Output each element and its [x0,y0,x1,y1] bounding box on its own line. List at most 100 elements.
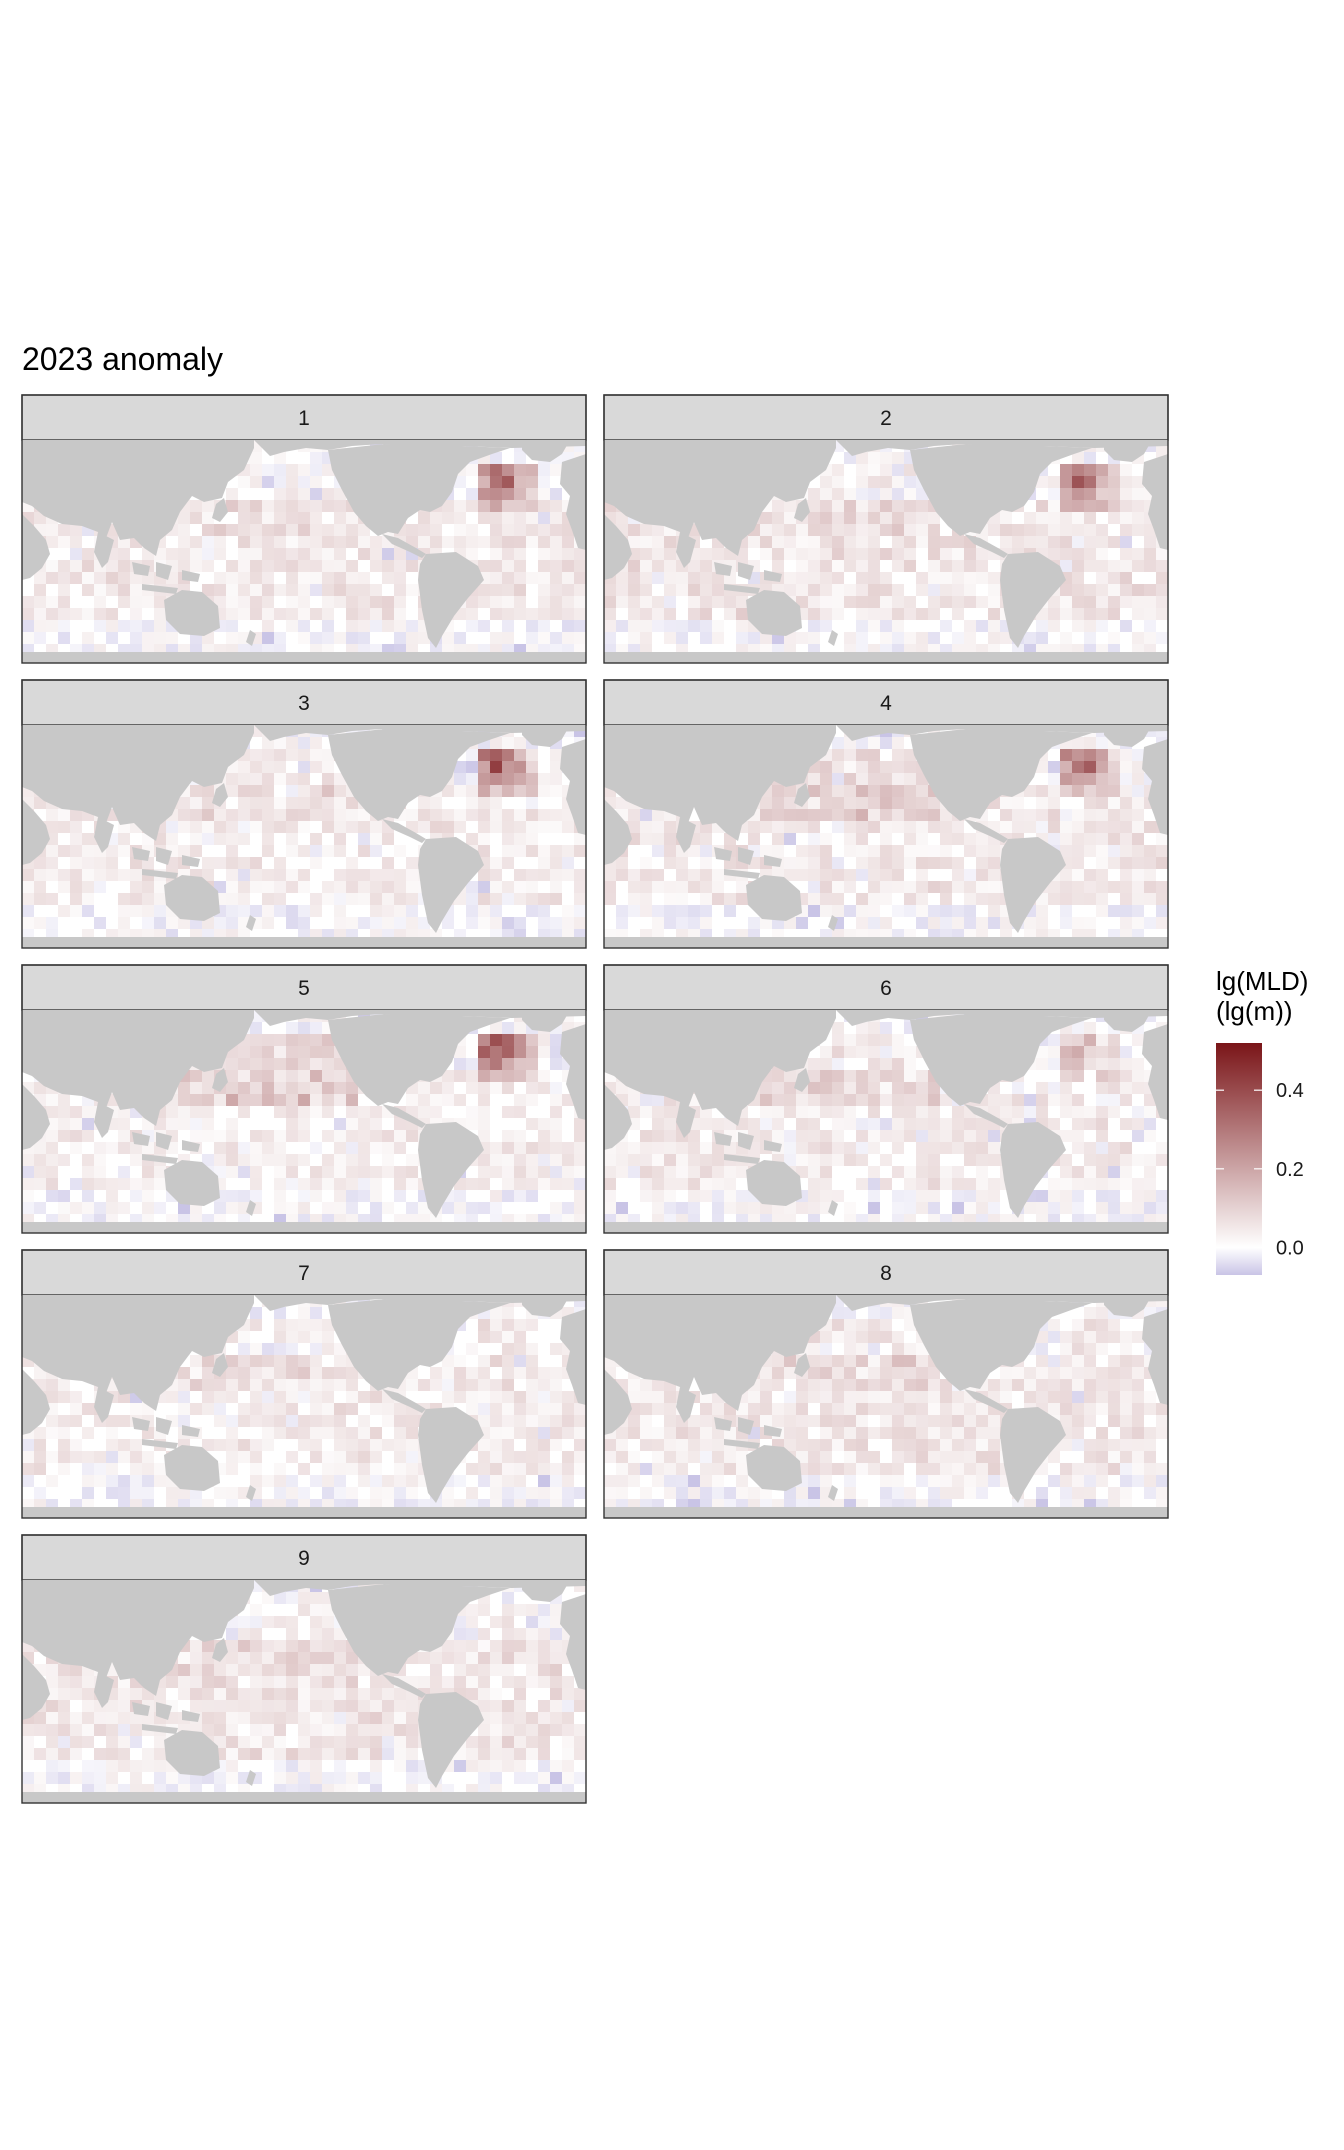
anomaly-cell [322,1094,334,1106]
anomaly-cell [514,1106,526,1118]
anomaly-cell [748,1118,760,1130]
anomaly-cell [334,1166,346,1178]
anomaly-cell [322,632,334,644]
anomaly-cell [238,476,250,488]
anomaly-cell [94,1142,106,1154]
anomaly-cell [562,1463,574,1475]
anomaly-cell [514,476,526,488]
anomaly-cell [334,881,346,893]
anomaly-cell [892,749,904,761]
anomaly-cell [832,893,844,905]
anomaly-cell [82,881,94,893]
anomaly-cell [832,560,844,572]
anomaly-cell [550,821,562,833]
anomaly-cell [784,524,796,536]
anomaly-cell [142,596,154,608]
anomaly-cell [430,1367,442,1379]
anomaly-cell [1120,1058,1132,1070]
anomaly-cell [502,809,514,821]
anomaly-cell [772,785,784,797]
anomaly-cell [820,548,832,560]
anomaly-cell [550,1046,562,1058]
anomaly-cell [250,500,262,512]
anomaly-cell [820,1046,832,1058]
anomaly-cell [34,620,46,632]
anomaly-cell [214,572,226,584]
anomaly-cell [856,524,868,536]
map-area [22,1295,586,1518]
anomaly-cell [1036,1106,1048,1118]
anomaly-cell [466,1058,478,1070]
anomaly-cell [346,560,358,572]
anomaly-cell [274,1475,286,1487]
anomaly-cell [928,536,940,548]
anomaly-cell [70,608,82,620]
anomaly-cell [286,809,298,821]
anomaly-cell [640,857,652,869]
anomaly-cell [370,584,382,596]
anomaly-cell [1096,749,1108,761]
anomaly-cell [202,809,214,821]
anomaly-cell [478,488,490,500]
anomaly-cell [250,1451,262,1463]
anomaly-cell [1132,917,1144,929]
anomaly-cell [664,1118,676,1130]
anomaly-cell [892,536,904,548]
anomaly-cell [250,749,262,761]
anomaly-cell [22,905,34,917]
anomaly-cell [238,1070,250,1082]
anomaly-cell [736,881,748,893]
anomaly-cell [664,833,676,845]
anomaly-cell [514,1142,526,1154]
anomaly-cell [892,512,904,524]
anomaly-cell [880,1118,892,1130]
anomaly-cell [1132,857,1144,869]
anomaly-cell [1060,1130,1072,1142]
anomaly-cell [274,488,286,500]
anomaly-cell [676,620,688,632]
anomaly-cell [298,500,310,512]
anomaly-cell [1120,500,1132,512]
anomaly-cell [784,584,796,596]
anomaly-cell [916,1190,928,1202]
anomaly-cell [976,833,988,845]
anomaly-cell [574,620,586,632]
anomaly-cell [1120,845,1132,857]
anomaly-cell [1096,500,1108,512]
anomaly-cell [34,1487,46,1499]
anomaly-cell [1132,476,1144,488]
anomaly-cell [142,1451,154,1463]
anomaly-cell [130,608,142,620]
anomaly-cell [490,1190,502,1202]
anomaly-cell [94,584,106,596]
anomaly-cell [502,1082,514,1094]
anomaly-cell [868,596,880,608]
anomaly-cell [106,1451,118,1463]
anomaly-cell [382,596,394,608]
anomaly-cell [514,1367,526,1379]
anomaly-cell [262,809,274,821]
anomaly-cell [844,632,856,644]
anomaly-cell [628,608,640,620]
anomaly-cell [856,1034,868,1046]
anomaly-cell [262,1391,274,1403]
anomaly-cell [226,917,238,929]
anomaly-cell [796,845,808,857]
anomaly-cell [178,512,190,524]
anomaly-cell [928,845,940,857]
anomaly-cell [250,761,262,773]
anomaly-cell [34,881,46,893]
anomaly-cell [868,1082,880,1094]
anomaly-cell [856,869,868,881]
anomaly-cell [394,1475,406,1487]
anomaly-cell [562,608,574,620]
anomaly-cell [988,1202,1000,1214]
anomaly-cell [1096,572,1108,584]
anomaly-cell [1072,464,1084,476]
anomaly-cell [274,500,286,512]
anomaly-cell [370,1106,382,1118]
anomaly-cell [844,1034,856,1046]
anomaly-cell [1084,1154,1096,1166]
anomaly-cell [724,893,736,905]
anomaly-cell [478,1082,490,1094]
